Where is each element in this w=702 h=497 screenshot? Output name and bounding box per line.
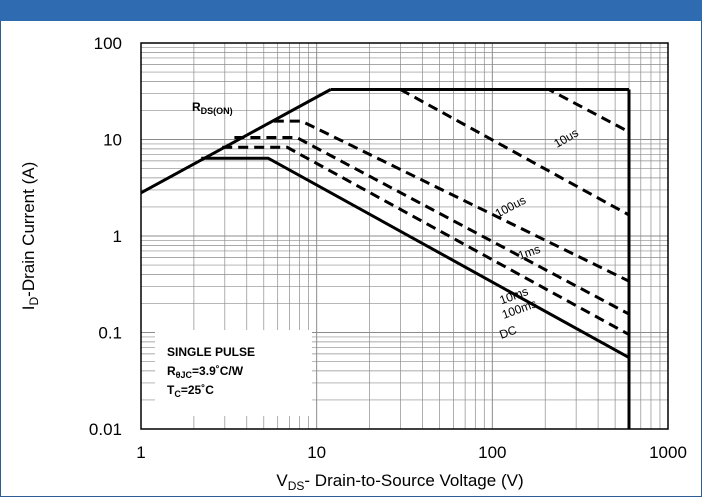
grid <box>141 43 668 429</box>
series-group <box>140 88 631 429</box>
series-1ms <box>273 119 630 283</box>
plot-border <box>140 42 669 430</box>
x-tick-label: 1000 <box>649 443 687 462</box>
note-line-3: TC=25˚C <box>167 383 214 399</box>
y-tick-label: 0.01 <box>89 420 122 439</box>
x-tick-labels: 1 10 100 1000 <box>136 443 687 462</box>
series-100us <box>399 88 630 217</box>
curve-label-1ms: 1ms <box>516 242 542 263</box>
series-r-ds-on-limit <box>140 88 332 195</box>
x-axis-label: VDS- Drain-to-Source Voltage (V) <box>276 471 523 493</box>
x-tick-label: 1 <box>136 443 145 462</box>
curve-label-100us: 100us <box>493 193 528 221</box>
y-tick-labels: 100 10 1 0.1 0.01 <box>89 34 122 439</box>
note-line-1: SINGLE PULSE <box>167 345 255 359</box>
title-bar <box>0 0 702 21</box>
series-dc <box>201 156 630 359</box>
note-line-2: RθJC=3.9˚C/W <box>167 364 244 380</box>
series-100ms <box>222 145 630 336</box>
x-tick-label: 10 <box>307 443 326 462</box>
y-tick-label: 100 <box>94 34 122 53</box>
y-axis-label: ID-Drain Current (A) <box>19 162 41 311</box>
y-tick-label: 1 <box>113 227 122 246</box>
series-10ms <box>234 136 630 316</box>
y-tick-label: 0.1 <box>98 324 122 343</box>
note-box <box>155 330 312 416</box>
y-tick-label: 10 <box>103 131 122 150</box>
x-tick-label: 100 <box>478 443 506 462</box>
curve-label-dc: DC <box>497 323 518 342</box>
rds-label: RDS(ON) <box>192 100 233 116</box>
